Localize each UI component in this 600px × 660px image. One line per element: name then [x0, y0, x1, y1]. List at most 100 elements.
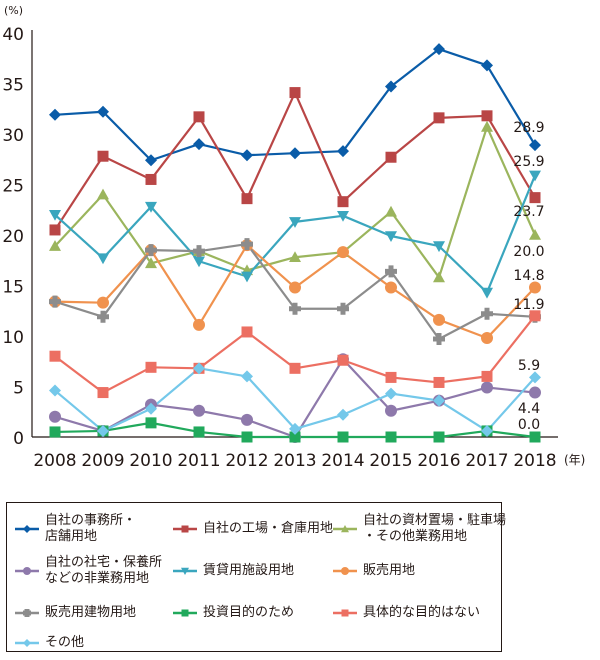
legend-label-line: ・その他業務用地 — [363, 529, 468, 544]
legend-item: 投資目的のため — [173, 605, 294, 621]
legend-label: その他 — [45, 635, 84, 651]
data-point-diamond — [433, 43, 445, 56]
data-point-triangle — [385, 231, 397, 243]
data-point-square — [181, 525, 189, 533]
data-point-square — [529, 192, 541, 204]
data-point-diamond — [49, 108, 61, 121]
legend-label-line: 自社の事務所・ — [45, 513, 137, 528]
y-tick-label: 15 — [2, 278, 24, 298]
data-point-circle — [23, 567, 31, 575]
x-tick-label: 2012 — [225, 451, 268, 471]
legend-item: 自社の資材置場・駐車場 ・その他業務用地 — [333, 513, 506, 545]
legend-label-line: 販売用地 — [363, 563, 416, 578]
data-point-plus — [193, 245, 205, 258]
data-point-square — [341, 609, 349, 617]
data-point-square — [529, 431, 541, 443]
legend-label-line: 自社の資材置場・駐車場 — [363, 513, 507, 528]
legend-label: 賃貸用施設用地 — [203, 563, 294, 579]
data-point-plus — [433, 333, 445, 346]
end-value-label: 23.7 — [513, 204, 544, 220]
legend-label: 販売用建物用地 — [45, 605, 136, 621]
data-point-plus — [241, 238, 253, 251]
legend-swatch — [173, 609, 197, 617]
data-point-square — [289, 87, 301, 99]
legend-label-line: 店舗用地 — [45, 529, 98, 544]
data-point-diamond — [529, 371, 541, 384]
x-tick-label: 2017 — [465, 451, 508, 471]
legend-swatch — [173, 525, 197, 533]
legend-swatch — [15, 567, 39, 575]
data-point-square — [145, 417, 157, 429]
legend-item: 自社の社宅・保養所 などの非業務用地 — [15, 555, 162, 587]
data-point-diamond — [23, 525, 31, 533]
data-point-circle — [481, 381, 493, 394]
data-point-square — [241, 431, 253, 443]
data-point-triangle — [529, 229, 541, 240]
data-point-square — [49, 350, 61, 362]
data-point-diamond — [529, 139, 541, 152]
legend-swatch — [15, 525, 39, 533]
data-point-circle — [193, 318, 205, 331]
data-point-circle — [289, 281, 301, 294]
data-point-triangle — [97, 188, 109, 200]
y-tick-label: 10 — [2, 328, 24, 348]
y-tick-label: 20 — [2, 227, 24, 247]
x-tick-label: 2013 — [273, 451, 316, 471]
data-point-diamond — [385, 80, 397, 93]
legend-item: 販売用地 — [333, 563, 415, 579]
data-point-circle — [341, 567, 349, 575]
legend-label-line: その他 — [45, 635, 85, 650]
series-line — [54, 367, 536, 433]
x-tick-label: 2014 — [321, 451, 364, 471]
data-point-triangle — [481, 287, 493, 299]
end-value-label: 11.9 — [513, 297, 544, 313]
data-point-circle — [385, 281, 397, 294]
x-tick-label: 2010 — [129, 451, 172, 471]
data-point-square — [433, 431, 445, 443]
legend-label-line: 自社の社宅・保養所 — [45, 555, 163, 570]
y-tick-label: 30 — [2, 126, 24, 146]
data-point-square — [433, 376, 445, 388]
legend-item: その他 — [15, 635, 84, 651]
data-point-diamond — [481, 59, 493, 72]
data-point-square — [193, 426, 205, 438]
data-point-square — [49, 426, 61, 438]
legend-item: 販売用建物用地 — [15, 605, 136, 621]
data-point-circle — [193, 404, 205, 417]
legend-label-line: 自社の工場・倉庫用地 — [203, 521, 334, 536]
data-point-triangle — [481, 120, 493, 132]
data-point-square — [193, 111, 205, 123]
data-point-diamond — [49, 384, 61, 397]
data-point-circle — [97, 296, 109, 309]
end-value-label: 20.0 — [513, 244, 544, 260]
legend-label-line: 販売用建物用地 — [45, 605, 137, 620]
data-point-triangle — [289, 217, 301, 228]
data-point-plus — [289, 302, 301, 315]
data-point-triangle — [341, 525, 349, 533]
x-tick-label: 2016 — [417, 451, 460, 471]
data-point-triangle — [529, 170, 541, 182]
end-value-label: 14.8 — [513, 268, 544, 284]
data-point-triangle — [49, 240, 61, 251]
data-point-diamond — [337, 408, 349, 421]
data-point-plus — [97, 310, 109, 323]
data-point-triangle — [385, 205, 397, 217]
data-point-plus — [49, 295, 61, 308]
data-point-square — [337, 196, 349, 208]
data-point-square — [97, 387, 109, 399]
data-point-triangle — [289, 251, 301, 263]
data-point-circle — [385, 404, 397, 417]
data-point-square — [241, 193, 253, 205]
data-point-circle — [433, 313, 445, 326]
data-point-diamond — [145, 154, 157, 167]
legend-item: 賃貸用施設用地 — [173, 563, 294, 579]
legend-label: 自社の事務所・ 店舗用地 — [45, 513, 136, 545]
legend-swatch — [15, 639, 39, 647]
y-tick-label: 25 — [2, 177, 24, 197]
data-point-triangle — [241, 271, 253, 283]
end-value-label: 25.9 — [513, 154, 544, 170]
data-point-diamond — [193, 362, 205, 375]
end-value-label: 0.0 — [518, 417, 540, 433]
